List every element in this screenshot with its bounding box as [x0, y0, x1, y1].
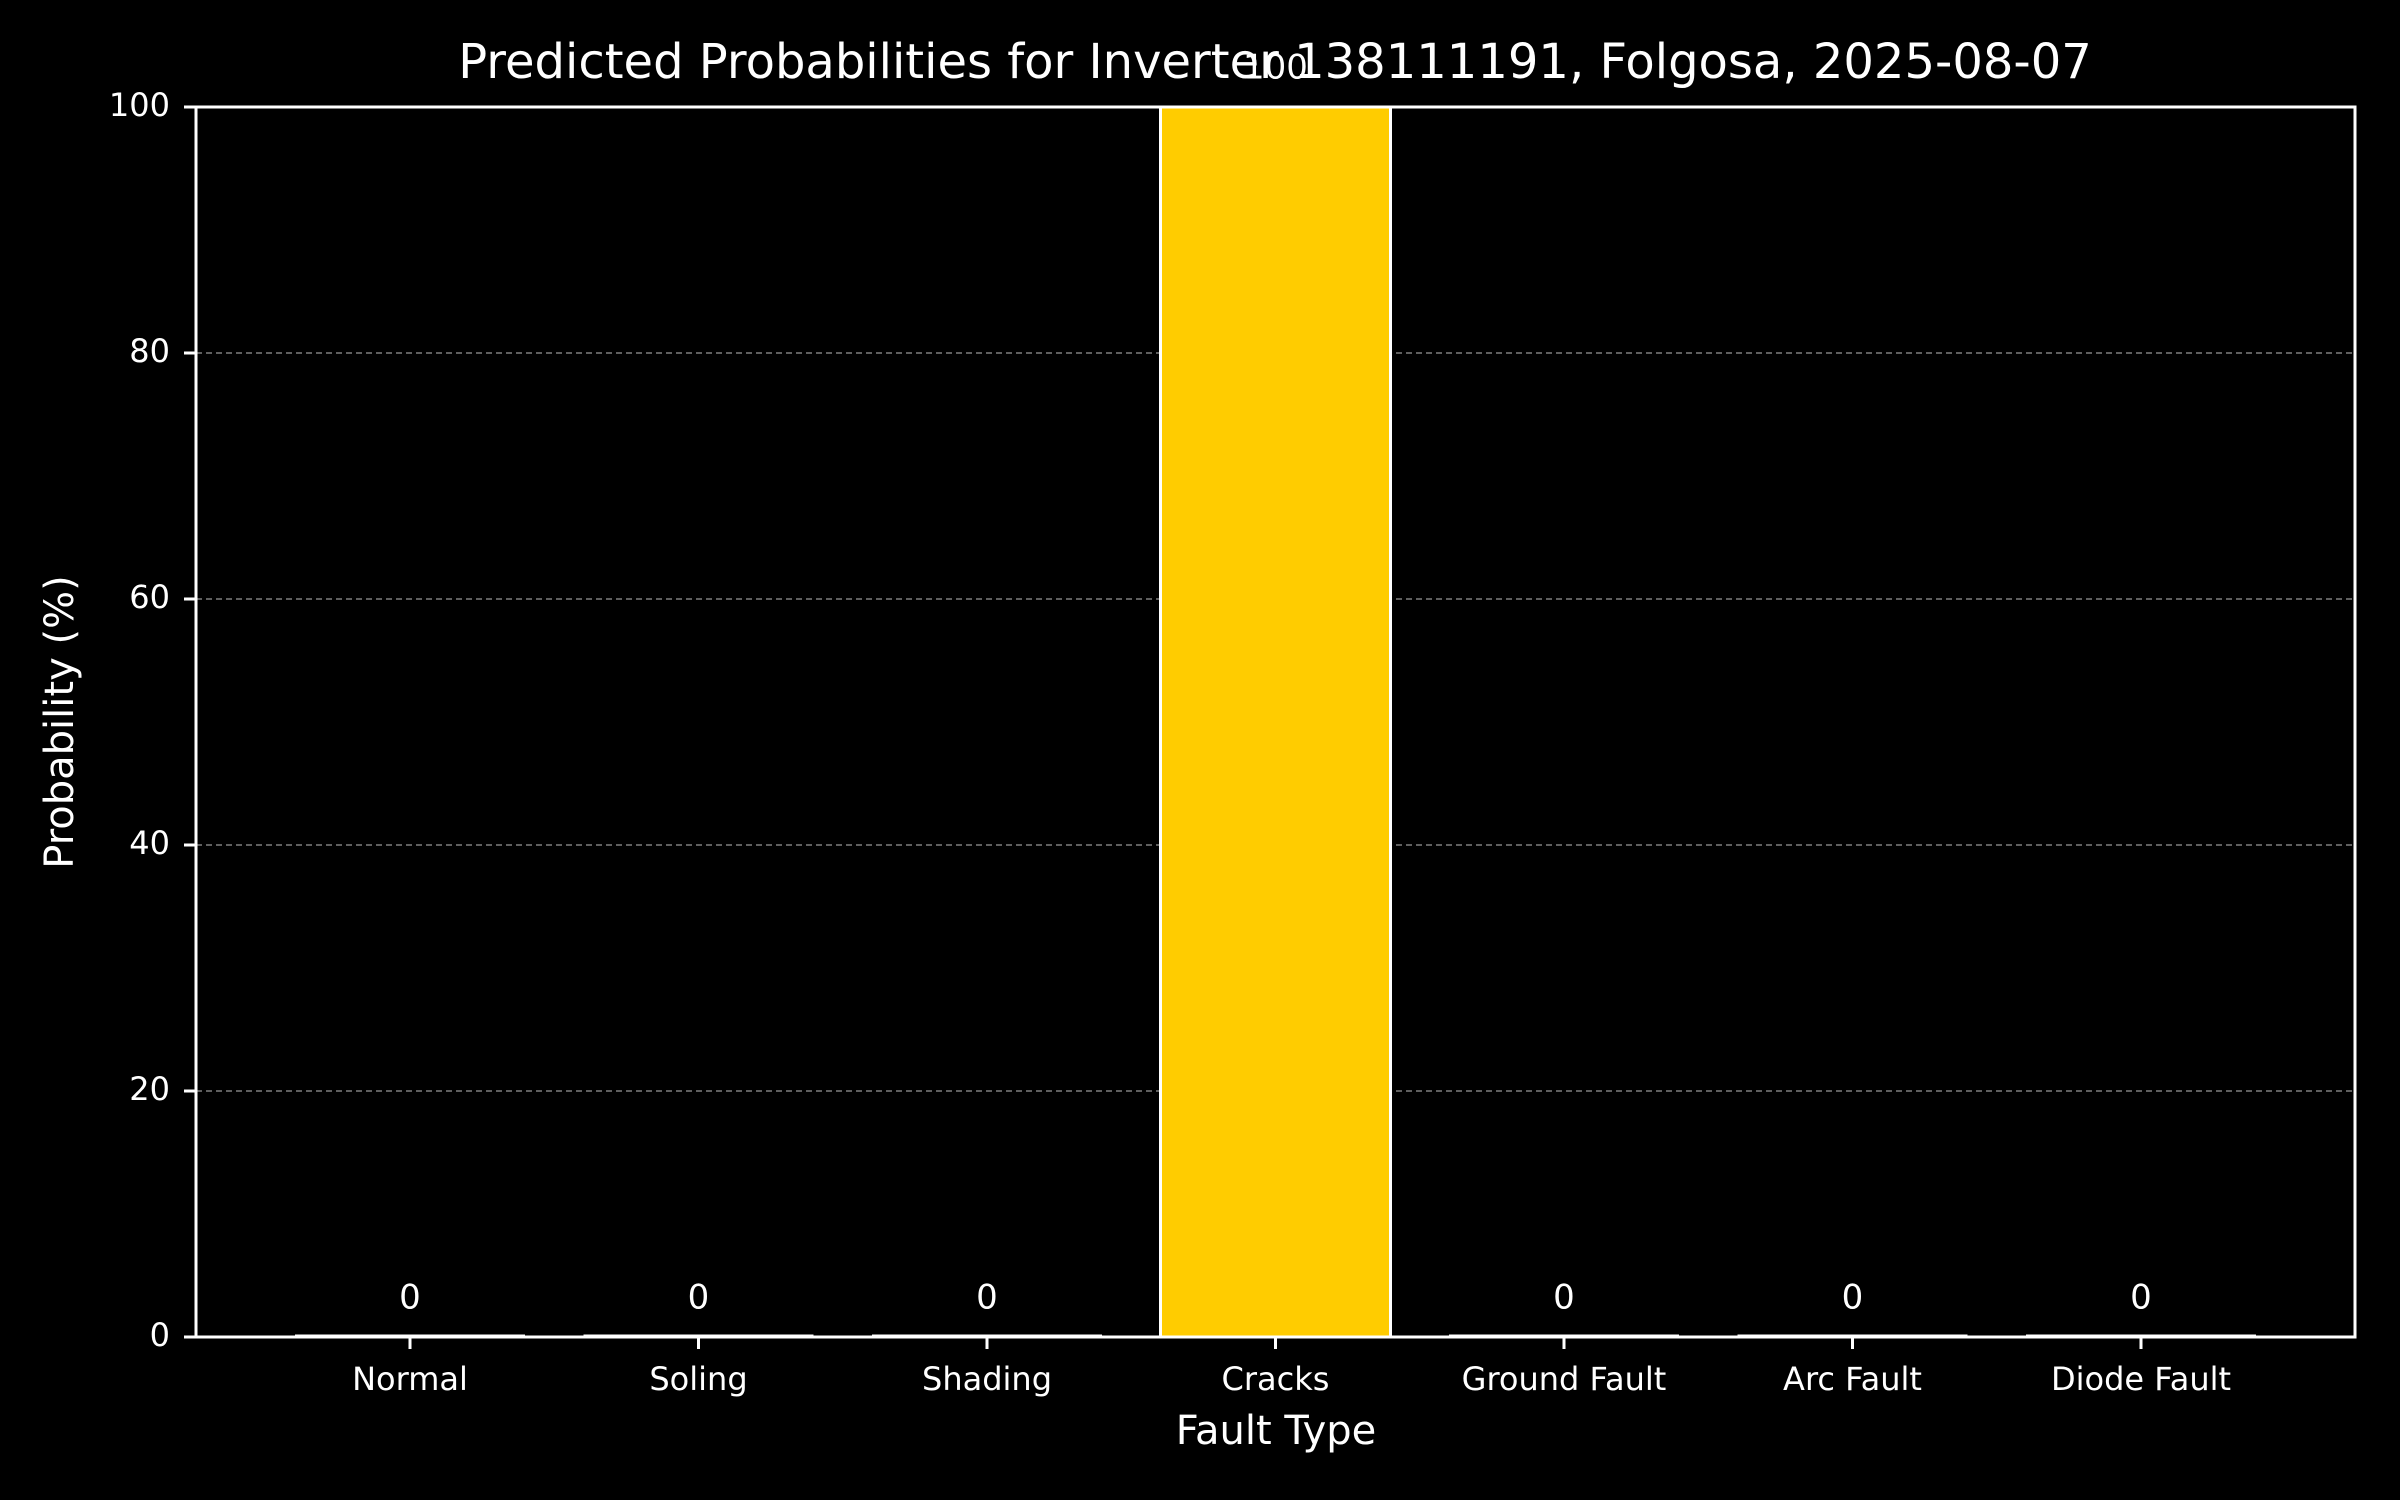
x-tick-label: Shading [922, 1360, 1052, 1398]
x-tick-label: Normal [352, 1360, 468, 1398]
bar-cracks [1159, 105, 1392, 1339]
y-tick-label: 0 [150, 1316, 170, 1354]
x-tick-label: Ground Fault [1462, 1360, 1667, 1398]
y-axis-label: Probability (%) [37, 575, 83, 868]
x-tick-label: Diode Fault [2051, 1360, 2231, 1398]
y-tick-label: 60 [129, 578, 170, 616]
x-tick-label: Cracks [1222, 1360, 1330, 1398]
y-tick-label: 80 [129, 332, 170, 370]
axes: 0 20 40 60 80 100 Normal Soling Shading Cracks Gro… [109, 86, 2357, 1398]
data-label: 0 [1842, 1278, 1864, 1318]
chart-title: Predicted Probabilities for Inverter 138… [458, 34, 2092, 90]
data-label: 0 [1553, 1278, 1575, 1318]
data-label: 0 [2130, 1278, 2152, 1318]
y-tick-label: 20 [129, 1070, 170, 1108]
data-label: 0 [399, 1278, 421, 1318]
x-tick-label: Soling [649, 1360, 747, 1398]
data-label: 0 [688, 1278, 710, 1318]
data-label: 0 [976, 1278, 998, 1318]
data-label: 100 [1243, 48, 1308, 88]
x-axis-label: Fault Type [1176, 1408, 1377, 1454]
x-tick-label: Arc Fault [1783, 1360, 1922, 1398]
data-labels: 0 0 0 100 0 0 0 [399, 48, 2152, 1318]
y-tick-label: 100 [109, 86, 170, 124]
y-tick-label: 40 [129, 824, 170, 862]
